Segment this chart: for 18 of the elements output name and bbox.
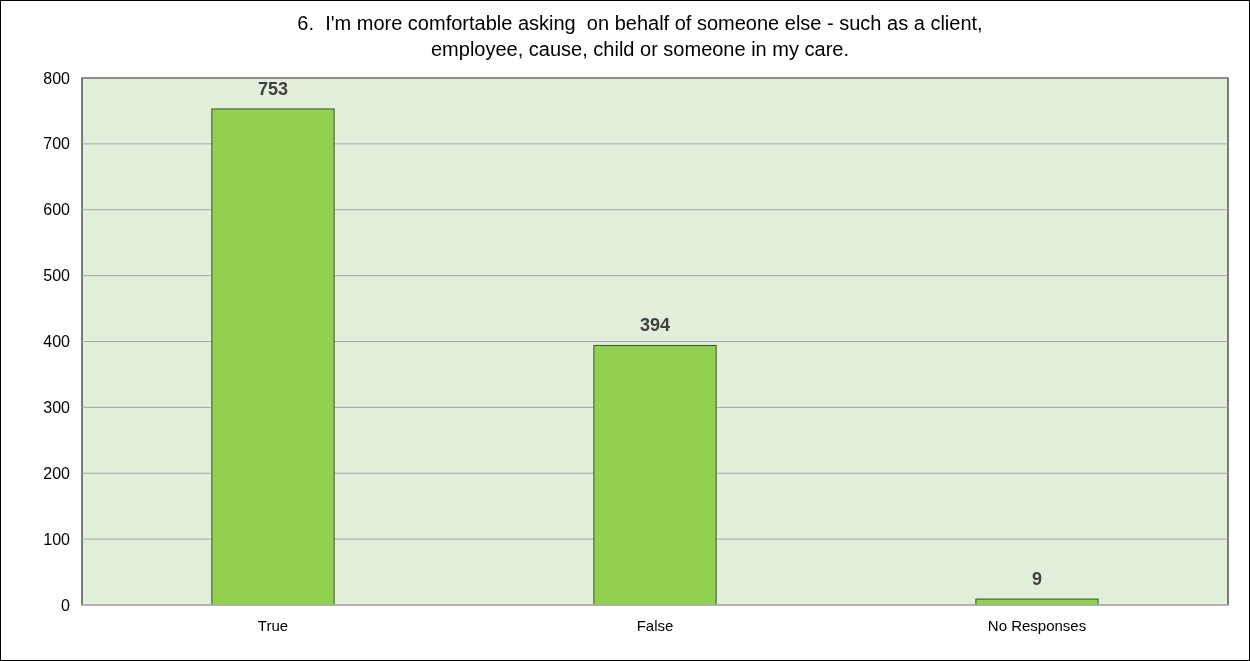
chart-title: 6. I'm more comfortable asking on behalf of someone else - such as a client, employee, cause, child or someone in my care. bbox=[297, 12, 983, 60]
data-label: 753 bbox=[257, 78, 289, 99]
bar bbox=[211, 108, 335, 606]
y-tick-label: 400 bbox=[43, 333, 71, 351]
y-tick-label: 500 bbox=[43, 267, 71, 285]
y-tick-label: 200 bbox=[43, 464, 71, 482]
x-tick-label: No Responses bbox=[987, 617, 1087, 634]
y-tick-label: 700 bbox=[43, 135, 71, 153]
y-tick-label: 600 bbox=[43, 201, 71, 219]
y-tick-label: 800 bbox=[43, 69, 71, 87]
y-tick-label: 300 bbox=[43, 398, 71, 416]
data-label: 394 bbox=[639, 315, 671, 336]
x-tick-label: False bbox=[636, 617, 674, 634]
data-label: 9 bbox=[1031, 569, 1043, 590]
x-tick-label: True bbox=[257, 617, 289, 634]
y-tick-label: 100 bbox=[43, 530, 71, 548]
bar bbox=[593, 344, 717, 606]
y-tick-label: 0 bbox=[61, 596, 71, 614]
